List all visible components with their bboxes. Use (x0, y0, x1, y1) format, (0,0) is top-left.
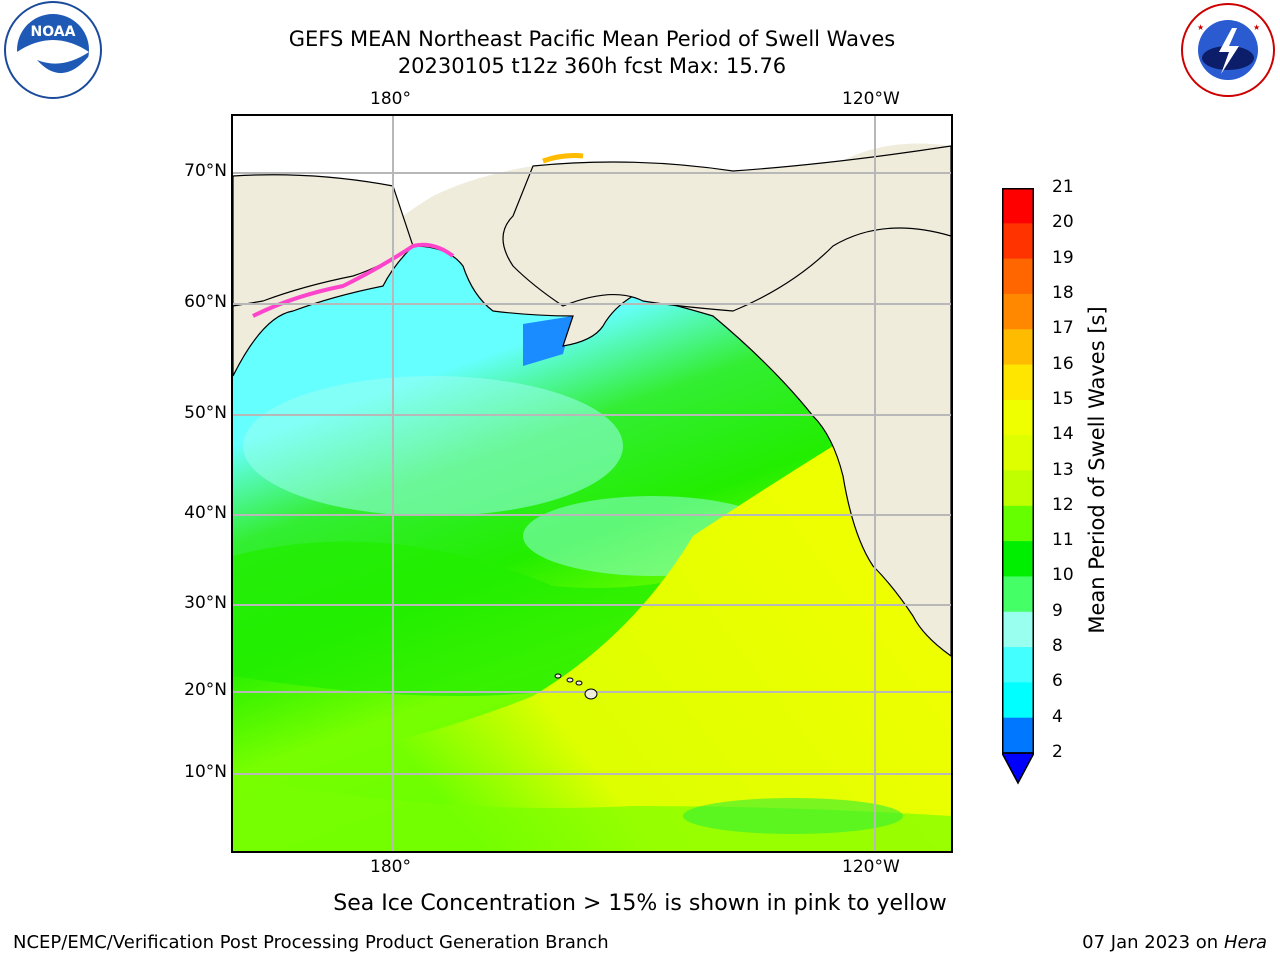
lon-label-bottom-180: 180° (370, 857, 411, 877)
colorbar-tick-label: 20 (1052, 212, 1074, 233)
footer-date: 07 Jan 2023 on Hera (1082, 932, 1267, 953)
colorbar-segment (1002, 399, 1034, 436)
colorbar-tick-label: 16 (1052, 353, 1074, 374)
lon-label-top-180: 180° (370, 89, 411, 109)
colorbar-segment (1002, 682, 1034, 719)
colorbar-segment (1002, 435, 1034, 471)
blue-patch (523, 316, 573, 366)
noaa-logo-icon: NOAA (4, 1, 102, 99)
lon-label-top-120w: 120°W (842, 89, 900, 109)
colorbar-segment (1002, 188, 1034, 224)
colorbar-segment (1002, 541, 1034, 577)
light-cyan-region (243, 376, 623, 516)
lat-label-40n: 40°N (184, 503, 227, 523)
chart-subtitle: 20230105 t12z 360h fcst Max: 15.76 (397, 54, 787, 78)
lat-label-50n: 50°N (184, 403, 227, 423)
map-canvas (233, 116, 951, 851)
footer-host: Hera (1223, 932, 1267, 953)
sea-ice-edge (252, 242, 455, 318)
colorbar-tick-label: 12 (1052, 494, 1074, 515)
colorbar-segment (1002, 329, 1034, 366)
colorbar-segment (1002, 505, 1034, 542)
arctic-water (233, 116, 951, 296)
footer-credit: NCEP/EMC/Verification Post Processing Pr… (13, 932, 609, 953)
colorbar-tick-label: 10 (1052, 565, 1074, 586)
chart-title: GEFS MEAN Northeast Pacific Mean Period … (288, 27, 896, 51)
lat-label-70n: 70°N (184, 161, 227, 181)
lat-label-10n: 10°N (184, 762, 227, 782)
hawaii-islands (554, 673, 598, 700)
colorbar-segment (1002, 258, 1034, 295)
colorbar-tick-label: 11 (1052, 530, 1074, 551)
svg-text:★: ★ (1253, 23, 1260, 32)
sea-ice-edge (542, 153, 584, 164)
colorbar-title: Mean Period of Swell Waves [s] (1085, 306, 1109, 634)
colorbar-segment (1002, 647, 1034, 683)
colorbar-tick-label: 8 (1052, 636, 1063, 657)
colorbar-tick-label: 19 (1052, 247, 1074, 268)
colorbar (1002, 188, 1034, 785)
colorbar-segment (1002, 470, 1034, 507)
footer-date-text: 07 Jan 2023 on (1082, 932, 1219, 953)
map-grid (233, 116, 951, 851)
colorbar-tick-label: 21 (1052, 177, 1074, 197)
svg-text:NOAA: NOAA (31, 24, 76, 40)
land-alaska (502, 145, 951, 312)
yellow-region (233, 446, 951, 851)
colorbar-segment (1002, 223, 1034, 260)
colorbar-tick-label: 14 (1052, 424, 1074, 445)
map-panel (231, 114, 953, 853)
colorbar-segment (1002, 576, 1034, 613)
colorbar-segment (1002, 717, 1034, 754)
nws-logo-icon: ★ ★ (1181, 3, 1275, 97)
colorbar-segment (1002, 364, 1034, 401)
colorbar-segment (1002, 611, 1034, 648)
colorbar-extend-triangle (1002, 752, 1034, 785)
sea-ice-note: Sea Ice Concentration > 15% is shown in … (333, 891, 947, 916)
colorbar-segment (1002, 293, 1034, 330)
lat-label-20n: 20°N (184, 680, 227, 700)
colorbar-tick-label: 2 (1052, 742, 1063, 762)
colorbar-tick-label: 18 (1052, 282, 1074, 303)
lat-label-30n: 30°N (184, 593, 227, 613)
colorbar-tick-label: 4 (1052, 706, 1063, 727)
lat-label-60n: 60°N (184, 292, 227, 312)
colorbar-tick-label: 9 (1052, 600, 1063, 621)
colorbar-tick-label: 13 (1052, 459, 1074, 480)
colorbar-tick-label: 15 (1052, 388, 1074, 409)
colorbar-tick-label: 17 (1052, 318, 1074, 339)
svg-text:★: ★ (1197, 23, 1204, 32)
colorbar-tick-label: 6 (1052, 671, 1063, 692)
lon-label-bottom-120w: 120°W (842, 857, 900, 877)
